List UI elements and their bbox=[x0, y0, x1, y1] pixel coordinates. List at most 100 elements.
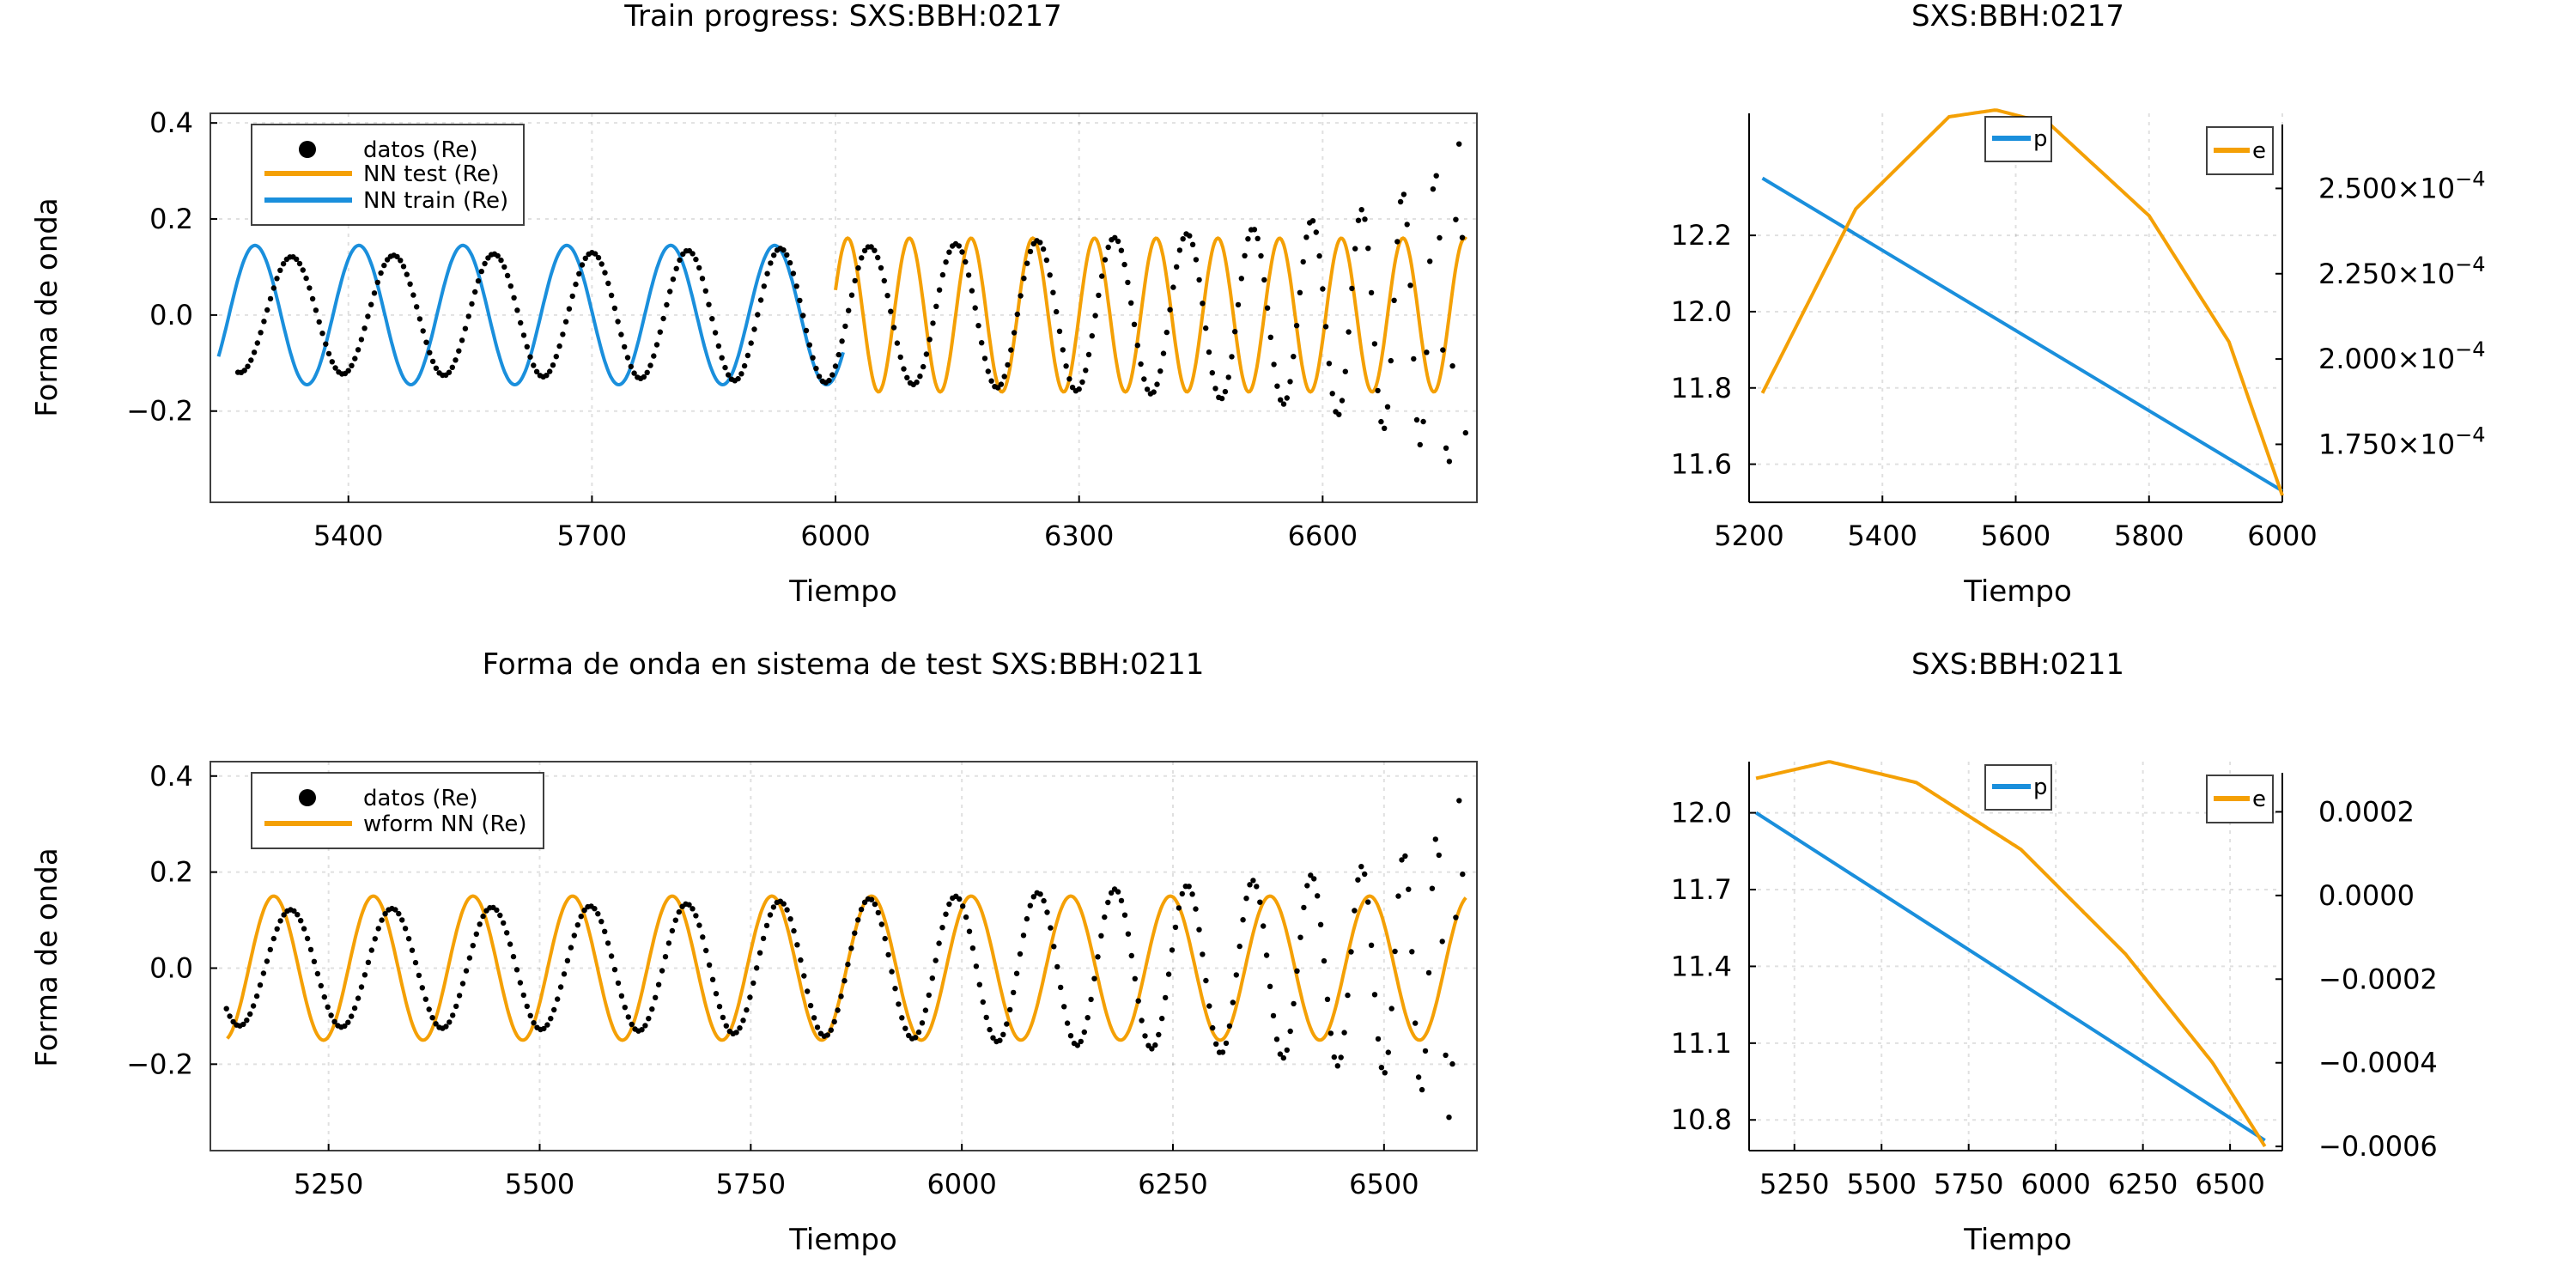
data-point bbox=[1061, 1004, 1067, 1010]
data-point bbox=[1206, 349, 1212, 355]
data-point bbox=[649, 1006, 655, 1012]
data-point bbox=[1449, 1060, 1455, 1067]
data-point bbox=[615, 319, 621, 325]
data-point bbox=[709, 976, 716, 983]
data-point bbox=[1088, 996, 1094, 1003]
data-point bbox=[550, 362, 556, 368]
data-point bbox=[1287, 1028, 1293, 1035]
data-point bbox=[365, 959, 372, 966]
data-point bbox=[740, 1018, 746, 1024]
data-point bbox=[345, 368, 351, 374]
data-point bbox=[358, 337, 365, 343]
data-point bbox=[1174, 264, 1180, 270]
data-point bbox=[1388, 1005, 1394, 1012]
data-point bbox=[1144, 386, 1151, 392]
data-point bbox=[946, 249, 952, 255]
data-point bbox=[923, 351, 930, 357]
data-point bbox=[939, 925, 945, 931]
data-point bbox=[1200, 951, 1206, 957]
left-y-tick-label: 11.4 bbox=[1671, 950, 1732, 982]
x-tick-label: 5400 bbox=[1848, 519, 1917, 552]
data-point bbox=[1382, 425, 1388, 431]
data-point bbox=[409, 947, 416, 953]
data-point bbox=[349, 1013, 355, 1019]
data-point bbox=[551, 1006, 557, 1013]
data-point bbox=[904, 374, 910, 380]
data-point bbox=[676, 908, 682, 915]
data-point bbox=[1443, 1052, 1449, 1059]
data-point bbox=[868, 244, 874, 250]
data-point bbox=[709, 316, 715, 322]
data-point bbox=[260, 970, 267, 976]
data-point bbox=[608, 292, 615, 299]
data-point bbox=[1027, 248, 1034, 255]
data-point bbox=[628, 363, 634, 370]
data-point bbox=[1284, 395, 1291, 401]
data-point bbox=[912, 1035, 919, 1041]
data-point bbox=[1243, 896, 1249, 902]
data-point bbox=[1427, 258, 1433, 264]
legend-label-datos: datos (Re) bbox=[363, 137, 478, 163]
data-point bbox=[316, 319, 322, 325]
data-point bbox=[641, 374, 647, 380]
data-point bbox=[459, 337, 465, 343]
data-point bbox=[1001, 374, 1007, 380]
y-tick-label: −0.2 bbox=[126, 395, 193, 428]
data-point bbox=[294, 256, 300, 263]
left-y-tick-label: 11.8 bbox=[1671, 372, 1732, 404]
data-point bbox=[277, 267, 283, 273]
data-point bbox=[399, 917, 405, 923]
data-point bbox=[1368, 289, 1375, 296]
data-point bbox=[574, 922, 580, 928]
data-point bbox=[665, 940, 672, 946]
data-point bbox=[314, 970, 321, 977]
data-point bbox=[1084, 1015, 1091, 1021]
legend-marker-datos bbox=[299, 141, 316, 158]
data-point bbox=[1301, 904, 1307, 911]
data-point bbox=[1317, 921, 1324, 928]
data-point bbox=[371, 290, 378, 296]
data-point bbox=[274, 926, 280, 933]
data-point bbox=[881, 277, 888, 284]
data-point bbox=[1384, 404, 1391, 410]
data-point bbox=[1251, 227, 1258, 233]
data-point bbox=[611, 967, 618, 973]
data-point bbox=[1160, 350, 1167, 356]
data-point bbox=[456, 348, 462, 354]
data-point bbox=[1417, 441, 1424, 448]
data-point bbox=[513, 967, 520, 973]
data-point bbox=[253, 993, 260, 999]
data-point bbox=[446, 369, 453, 375]
data-point bbox=[1187, 233, 1193, 239]
data-point bbox=[1304, 883, 1310, 889]
test-system-chart: 5250 5500 5750 6000 6250 6500 −0.2 0.0 0.2 0.4 Fo… bbox=[30, 647, 1478, 1257]
data-point bbox=[465, 313, 471, 319]
data-point bbox=[1409, 949, 1415, 955]
data-point bbox=[848, 292, 855, 298]
data-point bbox=[715, 343, 722, 349]
data-point bbox=[988, 378, 994, 384]
data-point bbox=[592, 251, 598, 257]
data-point bbox=[1287, 379, 1293, 385]
data-point bbox=[655, 981, 662, 987]
data-point bbox=[301, 926, 307, 932]
legend-e: e bbox=[2206, 775, 2274, 823]
data-point bbox=[702, 288, 708, 294]
data-point bbox=[1358, 864, 1364, 870]
data-point bbox=[939, 271, 946, 278]
data-point bbox=[936, 940, 942, 946]
data-point bbox=[576, 270, 582, 276]
data-point bbox=[1406, 886, 1412, 892]
legend-label-e: e bbox=[2252, 138, 2266, 164]
data-point bbox=[973, 963, 980, 969]
series-datos bbox=[223, 798, 1466, 1121]
data-point bbox=[482, 260, 488, 267]
data-point bbox=[1179, 890, 1186, 897]
data-point bbox=[1462, 429, 1469, 436]
data-point bbox=[794, 942, 800, 948]
data-point bbox=[304, 935, 311, 942]
data-point bbox=[396, 910, 402, 917]
data-point bbox=[1300, 258, 1306, 265]
data-point bbox=[247, 1011, 253, 1018]
data-point bbox=[646, 1016, 652, 1022]
